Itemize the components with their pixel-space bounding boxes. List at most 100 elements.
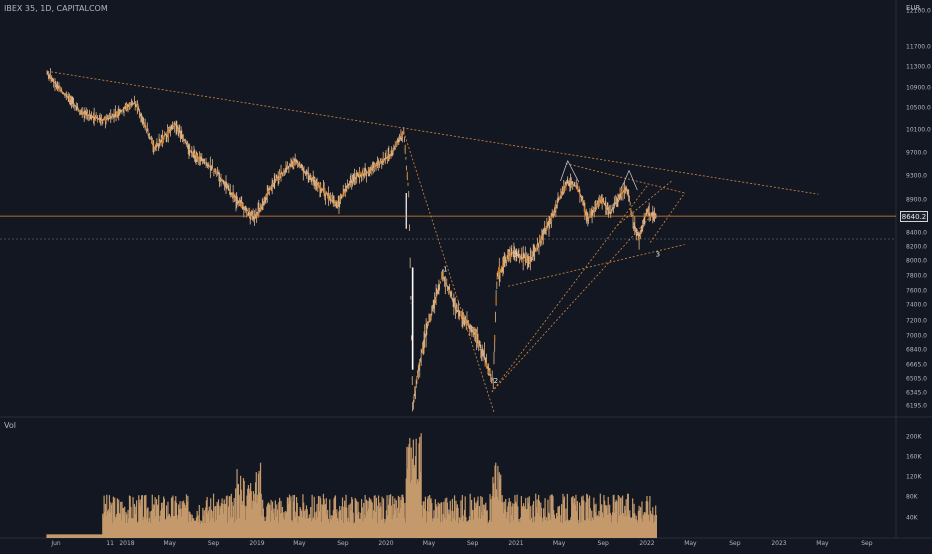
volume-bar [214,506,216,538]
volume-bar [111,502,113,538]
price-candle-body [584,205,586,216]
volume-bar [439,522,441,538]
price-axis-label: 10500.0 [906,105,931,112]
price-candle-body [524,259,526,261]
price-candle-body [348,185,350,189]
price-candle-body [469,330,472,331]
volume-bar [421,505,423,538]
price-candle-body [330,194,332,199]
volume-bar [201,522,203,538]
volume-bar [47,534,49,538]
volume-bar [404,522,407,538]
volume-bar [304,518,306,538]
volume-pane-title[interactable]: Vol [4,421,16,430]
price-axis-label: 10900.0 [906,85,931,92]
volume-bar [422,501,424,538]
volume-bar [254,482,257,538]
volume-bar [339,510,342,538]
volume-bar [327,509,329,538]
pattern-line [560,160,569,182]
price-candle-body [620,190,623,197]
volume-bar [219,505,221,538]
time-axis-label: 2019 [249,540,264,547]
volume-bar [430,498,432,538]
volume-bar [421,517,424,538]
volume-bar [327,518,329,538]
volume-bar [230,517,232,538]
volume-bar [293,501,295,538]
volume-bar [245,506,247,538]
volume-bar [121,501,123,538]
volume-bar [104,503,107,538]
volume-bar [112,496,114,538]
volume-bar [637,522,639,538]
volume-bar [86,534,88,538]
volume-bar [317,495,320,538]
price-candle-body [426,329,428,331]
price-candle-body [486,363,488,368]
volume-bar [593,497,595,538]
volume-bar [180,516,183,538]
volume-bar [573,498,576,538]
volume-bar [74,534,77,538]
symbol-title[interactable]: IBEX 35, 1D, CAPITALCOM [4,4,108,13]
price-candle-body [241,203,243,209]
price-candle-body [627,194,629,196]
volume-bar [434,499,436,538]
volume-bar [424,496,427,538]
price-candle-body [260,204,262,211]
volume-bar [112,523,114,538]
volume-bar [184,505,186,538]
price-candle-body [270,185,272,189]
volume-bar [574,504,576,538]
price-candle-body [161,137,163,140]
volume-bar [281,512,283,538]
volume-bar [281,506,284,538]
price-candle-body [502,260,504,268]
price-candle-body [378,162,380,166]
volume-bar [374,495,376,538]
volume-bar [208,506,210,538]
volume-bar [122,507,124,538]
volume-bar [488,520,490,538]
price-candle-body [380,162,382,164]
price-candle-body [194,153,196,155]
time-axis-label: Sep [598,540,610,547]
currency-label[interactable]: EUR [906,4,921,12]
volume-bar [291,520,293,538]
volume-bar [529,519,531,538]
price-candle-body [263,199,266,201]
price-candle-body [593,207,595,211]
volume-bar [435,504,437,538]
volume-bar [350,510,352,538]
volume-bar [581,496,583,538]
volume-bar [170,516,172,538]
volume-bar [451,521,453,538]
volume-bar [600,505,602,538]
volume-bar [360,512,362,538]
volume-bar [212,493,215,538]
price-candle-body [189,149,191,150]
volume-bar [615,499,617,538]
volume-bar [477,496,479,538]
price-candle-body [465,319,467,325]
volume-bar [257,494,259,538]
price-candle-body [241,203,243,206]
price-candle-body [568,181,570,183]
price-axis-label: 7800.0 [906,273,927,280]
price-candle-body [490,378,493,381]
volume-bar [145,518,148,538]
volume-bar [532,504,534,538]
volume-bar [365,499,368,538]
volume-bar [288,497,290,538]
volume-bar [149,511,151,538]
volume-bar [495,462,497,538]
time-axis-label: 2018 [119,540,134,547]
volume-bar [635,515,637,538]
volume-bar [218,514,220,538]
volume-bar [651,514,653,538]
volume-bar [308,518,310,538]
volume-bar [140,505,142,538]
volume-bar [583,500,585,538]
